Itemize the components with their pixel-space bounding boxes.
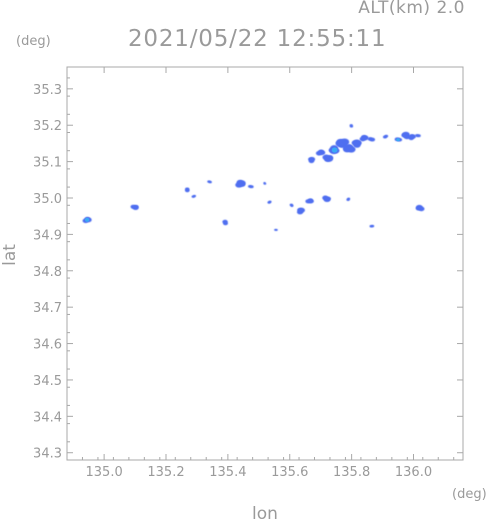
echo-cell (268, 200, 272, 203)
echo-point (184, 187, 190, 193)
echo-cell (355, 140, 362, 146)
echo-point (289, 203, 294, 207)
echo-point (267, 200, 272, 204)
echo-point (315, 149, 326, 156)
plot-frame (66, 66, 464, 461)
y-tick-label: 35.3 (33, 83, 62, 98)
echo-cell (325, 196, 331, 201)
echo-cell (401, 132, 408, 138)
x-tick-label: 135.4 (209, 465, 246, 480)
echo-point (263, 182, 267, 185)
echo-point (82, 216, 92, 224)
x-axis-label: lon (252, 504, 278, 524)
echo-point (274, 228, 278, 231)
echo-cell (263, 182, 266, 184)
x-tick-label: 136.0 (395, 465, 432, 480)
echo-cell (324, 157, 331, 162)
x-tick-label: 135.2 (147, 465, 184, 480)
echo-cell (192, 194, 197, 198)
echo-cell (384, 134, 389, 138)
echo-point (359, 134, 369, 142)
echo-point (342, 144, 356, 153)
echo-core (396, 138, 400, 142)
x-axis-ticks: 135.0 135.2 135.4 135.6 135.8 136.0 (66, 67, 455, 480)
radar-echo-points (82, 124, 425, 231)
echo-cell (297, 207, 303, 213)
y-tick-label: 35.2 (33, 119, 62, 134)
echo-point (415, 204, 425, 212)
y-tick-label: 35.1 (33, 156, 62, 171)
echo-point (222, 219, 228, 226)
echo-core (331, 147, 338, 153)
echo-cell (345, 144, 354, 150)
echo-core (84, 217, 90, 222)
echo-cell (223, 221, 228, 226)
echo-cell (347, 197, 351, 200)
y-tick-label: 34.5 (33, 374, 62, 389)
echo-point (369, 224, 375, 228)
echo-point (235, 179, 246, 188)
echo-cell (133, 204, 139, 209)
echo-point (351, 139, 362, 148)
echo-point (322, 195, 331, 203)
y-axis-ticks: 34.3 34.4 34.5 34.6 34.7 34.8 34.9 35.0 35.1 35.2… (33, 77, 463, 462)
echo-point (322, 154, 334, 162)
echo-point (305, 198, 314, 204)
echo-cell (318, 149, 324, 154)
echo-point (382, 134, 389, 139)
echo-cell (349, 124, 353, 127)
echo-point (346, 197, 351, 201)
echo-cell (248, 185, 252, 188)
echo-point (349, 124, 354, 128)
x-tick-label: 135.0 (86, 465, 123, 480)
chart-title: 2021/05/22 12:55:11 (128, 26, 387, 52)
y-tick-label: 35.0 (33, 192, 62, 207)
echo-cell (415, 134, 419, 137)
y-tick-label: 34.6 (33, 338, 62, 353)
echo-point (248, 185, 254, 189)
echo-cell (185, 187, 190, 191)
x-axis-unit: (deg) (452, 487, 487, 502)
x-tick-label: 135.8 (333, 465, 370, 480)
y-tick-label: 34.8 (33, 265, 62, 280)
echo-point (401, 131, 411, 140)
echo-cell (409, 134, 415, 139)
y-tick-label: 34.4 (33, 410, 62, 425)
x-tick-label: 135.6 (271, 465, 308, 480)
echo-point (130, 204, 139, 210)
y-tick-label: 34.7 (33, 301, 62, 316)
echo-cell (415, 206, 422, 211)
echo-point (415, 134, 421, 138)
echo-cell (367, 137, 373, 141)
y-tick-label: 34.9 (33, 228, 62, 243)
echo-cell (275, 229, 278, 231)
echo-point (367, 137, 376, 142)
altitude-label: ALT(km) 2.0 (358, 0, 465, 18)
echo-cell (239, 182, 246, 187)
y-axis-unit: (deg) (16, 34, 51, 49)
echo-point (207, 180, 212, 184)
echo-cell (307, 198, 313, 203)
echo-point (296, 207, 305, 215)
echo-cell (208, 180, 212, 184)
echo-point (308, 156, 316, 164)
echo-cell (290, 204, 294, 207)
echo-cell (371, 224, 375, 228)
echo-point (328, 145, 340, 155)
echo-cell (361, 134, 367, 140)
echo-point (191, 194, 197, 198)
echo-point (408, 134, 416, 141)
echo-point (394, 137, 403, 142)
echo-cell (308, 157, 314, 162)
y-tick-label: 34.3 (33, 447, 62, 462)
